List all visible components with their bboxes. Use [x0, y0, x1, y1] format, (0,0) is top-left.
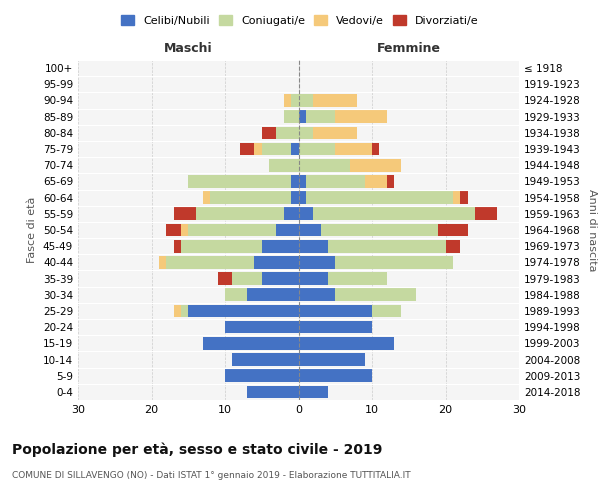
Bar [372, 304, 401, 318]
Bar [299, 337, 394, 349]
Bar [365, 175, 387, 188]
Bar [254, 142, 262, 156]
Bar [328, 272, 387, 285]
Bar [225, 288, 247, 301]
Bar [232, 353, 299, 366]
Bar [291, 142, 299, 156]
Bar [299, 126, 313, 139]
Bar [335, 288, 416, 301]
Bar [313, 126, 357, 139]
Bar [299, 288, 335, 301]
Text: Femmine: Femmine [377, 42, 441, 55]
Bar [335, 110, 387, 123]
Bar [284, 208, 299, 220]
Bar [299, 94, 313, 107]
Bar [299, 353, 365, 366]
Bar [262, 126, 277, 139]
Bar [299, 272, 328, 285]
Text: Maschi: Maschi [164, 42, 212, 55]
Bar [299, 386, 328, 398]
Bar [277, 126, 299, 139]
Bar [335, 142, 372, 156]
Bar [372, 142, 379, 156]
Bar [262, 272, 299, 285]
Bar [284, 94, 291, 107]
Bar [166, 224, 181, 236]
Bar [291, 175, 299, 188]
Y-axis label: Fasce di età: Fasce di età [28, 197, 37, 263]
Bar [173, 304, 181, 318]
Bar [291, 192, 299, 204]
Bar [438, 224, 467, 236]
Bar [299, 224, 320, 236]
Bar [247, 386, 299, 398]
Bar [181, 224, 188, 236]
Bar [203, 192, 211, 204]
Bar [210, 192, 291, 204]
Bar [159, 256, 166, 268]
Bar [291, 94, 299, 107]
Bar [313, 208, 475, 220]
Bar [299, 304, 372, 318]
Bar [277, 224, 299, 236]
Bar [460, 192, 467, 204]
Bar [188, 175, 291, 188]
Bar [247, 288, 299, 301]
Bar [262, 142, 291, 156]
Bar [299, 175, 306, 188]
Bar [299, 321, 372, 334]
Bar [173, 240, 181, 252]
Bar [335, 256, 453, 268]
Bar [269, 159, 299, 172]
Bar [196, 208, 284, 220]
Bar [306, 192, 453, 204]
Bar [453, 192, 460, 204]
Bar [173, 208, 196, 220]
Legend: Celibi/Nubili, Coniugati/e, Vedovi/e, Divorziati/e: Celibi/Nubili, Coniugati/e, Vedovi/e, Di… [117, 10, 483, 30]
Bar [232, 272, 262, 285]
Bar [254, 256, 299, 268]
Bar [240, 142, 254, 156]
Text: Popolazione per età, sesso e stato civile - 2019: Popolazione per età, sesso e stato civil… [12, 442, 382, 457]
Bar [299, 192, 306, 204]
Bar [166, 256, 254, 268]
Bar [218, 272, 232, 285]
Bar [203, 337, 299, 349]
Y-axis label: Anni di nascita: Anni di nascita [587, 188, 597, 271]
Bar [299, 256, 335, 268]
Bar [299, 142, 335, 156]
Bar [350, 159, 401, 172]
Bar [328, 240, 445, 252]
Bar [299, 159, 350, 172]
Bar [313, 94, 357, 107]
Bar [299, 208, 313, 220]
Bar [188, 304, 299, 318]
Bar [181, 240, 262, 252]
Bar [284, 110, 299, 123]
Bar [299, 110, 306, 123]
Bar [306, 110, 335, 123]
Bar [306, 175, 365, 188]
Bar [262, 240, 299, 252]
Bar [387, 175, 394, 188]
Bar [225, 370, 299, 382]
Bar [299, 240, 328, 252]
Bar [181, 304, 188, 318]
Bar [475, 208, 497, 220]
Bar [299, 370, 372, 382]
Bar [445, 240, 460, 252]
Text: COMUNE DI SILLAVENGO (NO) - Dati ISTAT 1° gennaio 2019 - Elaborazione TUTTITALIA: COMUNE DI SILLAVENGO (NO) - Dati ISTAT 1… [12, 471, 410, 480]
Bar [320, 224, 438, 236]
Bar [225, 321, 299, 334]
Bar [188, 224, 277, 236]
